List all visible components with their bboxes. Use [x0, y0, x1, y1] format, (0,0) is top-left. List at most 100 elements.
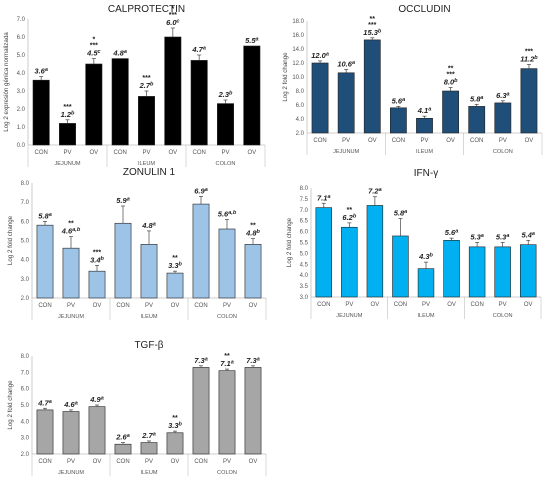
y-tick-label: 8.0	[296, 89, 305, 95]
y-tick-label: 3.0	[17, 89, 26, 95]
chart-title: IFN-γ	[414, 168, 438, 179]
data-label: 10.6a	[337, 59, 355, 68]
data-label: 4.8a	[112, 49, 126, 58]
x-tick-label: PV	[67, 303, 75, 309]
x-tick-label: CON	[194, 303, 207, 309]
bar	[166, 432, 184, 455]
group-label: JEJUNUM	[58, 470, 84, 476]
bar	[218, 228, 236, 299]
y-tick-label: 7.5	[300, 197, 309, 203]
x-tick-label: CON	[38, 303, 51, 309]
data-label: 5.9a	[116, 196, 130, 205]
group-label: JEJUNUM	[336, 313, 362, 319]
group-label: COLON	[217, 470, 237, 476]
bar	[311, 62, 329, 134]
y-tick-label: 12.0	[292, 61, 304, 67]
data-label: 4.7a	[191, 45, 206, 54]
data-label: 5.3a	[496, 233, 509, 242]
x-tick-label: OV	[446, 138, 455, 144]
bar	[519, 244, 537, 298]
y-tick-label: 7.0	[21, 200, 30, 206]
data-label: 5.6a	[392, 96, 406, 105]
chart-title: CALPROTECTIN	[108, 4, 185, 15]
x-tick-label: OV	[368, 138, 377, 144]
bar	[218, 370, 236, 455]
y-tick-label: 7.0	[300, 208, 309, 214]
significance-stars: ***	[447, 72, 455, 79]
bar	[443, 240, 460, 298]
y-tick-label: 4.0	[21, 258, 30, 264]
x-tick-label: PV	[67, 459, 75, 465]
group-label: ILEUM	[138, 161, 155, 167]
y-tick-label: 1.0	[17, 125, 26, 131]
data-label: 3.3b	[168, 261, 182, 270]
group-label: COLON	[216, 161, 236, 167]
x-tick-label: OV	[247, 150, 256, 156]
bar	[190, 60, 208, 146]
y-axis-label: Log 2 fold change	[286, 217, 293, 267]
bar	[416, 118, 433, 134]
data-label: 6.0c	[166, 18, 180, 27]
bar	[62, 247, 80, 299]
y-tick-label: 3.0	[300, 295, 309, 301]
significance-stars: ***	[142, 75, 150, 82]
significance-stars: **	[172, 255, 178, 262]
group-label: JEJUNUM	[54, 161, 80, 167]
data-label: 7.1a	[220, 359, 234, 368]
x-tick-label: PV	[345, 302, 353, 308]
y-tick-label: 5.0	[300, 251, 309, 257]
y-tick-label: 4.5	[300, 262, 309, 268]
bar	[164, 36, 182, 146]
x-tick-label: OV	[447, 302, 456, 308]
significance-stars: ***	[525, 48, 533, 55]
bar	[442, 90, 460, 134]
data-label: 4.8a	[141, 221, 156, 230]
x-tick-label: OV	[171, 303, 180, 309]
x-tick-label: OV	[371, 302, 380, 308]
bar	[62, 411, 80, 455]
data-label: 7.2a	[368, 187, 382, 196]
x-tick-label: OV	[93, 459, 102, 465]
bar	[140, 244, 158, 299]
significance-stars: **	[448, 66, 454, 73]
data-label: 5.8a	[470, 94, 484, 103]
x-tick-label: OV	[171, 459, 180, 465]
group-label: ILEUM	[140, 314, 157, 320]
y-tick-label: 2.0	[17, 107, 26, 113]
data-label: 5.8a	[38, 211, 52, 220]
bar	[520, 68, 538, 134]
y-tick-label: 5.0	[17, 53, 26, 59]
y-tick-label: 6.0	[21, 387, 30, 393]
significance-stars: **	[224, 353, 230, 360]
x-tick-label: OV	[89, 150, 98, 156]
group-label: JEJUNUM	[333, 149, 359, 155]
y-tick-label: 5.0	[21, 403, 30, 409]
y-axis-label: Log 2 fold change	[7, 380, 14, 430]
bar	[85, 63, 103, 146]
group-label: ILEUM	[140, 470, 157, 476]
significance-stars: **	[347, 207, 353, 214]
x-tick-label: PV	[499, 302, 507, 308]
x-tick-label: OV	[249, 459, 258, 465]
data-label: 7.3a	[194, 356, 208, 365]
x-tick-label: OV	[93, 303, 102, 309]
data-label: 6.9a	[194, 186, 208, 195]
y-tick-label: 6.5	[300, 219, 309, 225]
y-tick-label: 16.0	[292, 33, 304, 39]
data-label: 15.3b	[363, 28, 382, 37]
significance-stars: *	[171, 6, 174, 13]
x-tick-label: PV	[142, 150, 150, 156]
y-tick-label: 7.0	[17, 17, 26, 23]
bar	[244, 244, 262, 299]
x-tick-label: CON	[313, 138, 326, 144]
x-tick-label: PV	[223, 459, 231, 465]
x-tick-label: CON	[470, 302, 483, 308]
significance-stars: ***	[368, 22, 376, 29]
data-label: 8.0b	[444, 78, 458, 87]
x-tick-label: CON	[116, 303, 129, 309]
bar	[494, 246, 511, 298]
bar	[192, 203, 210, 299]
bar	[32, 79, 50, 146]
bar	[114, 443, 132, 455]
